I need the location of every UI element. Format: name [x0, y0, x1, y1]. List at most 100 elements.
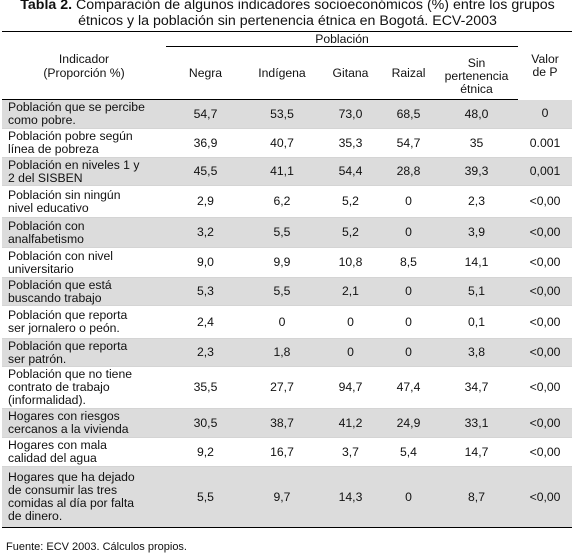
- row-label: Hogares con mala calidad del agua: [2, 437, 166, 467]
- table-cell: 54,4: [319, 157, 382, 186]
- row-label: Hogares que ha dejado de consumir las tre…: [2, 466, 166, 528]
- table-cell: 2,3: [166, 338, 245, 367]
- table-cell: 6,2: [245, 185, 319, 218]
- header-column: Gitana: [319, 46, 382, 100]
- table-body: Población que se percibe como pobre. 54,7 5…: [2, 99, 573, 528]
- table-row: Hogares que ha dejado de consumir las tre…: [2, 466, 573, 528]
- table-cell: 0: [382, 338, 435, 367]
- table-cell: <0,00: [518, 366, 573, 409]
- header-column: Sin pertenencia étnica: [435, 46, 519, 100]
- table-source-note: Fuente: ECV 2003. Cálculos propios.: [6, 541, 187, 553]
- table-row: Población pobre según línea de pobreza 36,…: [2, 128, 573, 158]
- table-row: Población que reporta ser jornalero o peó…: [2, 305, 573, 339]
- header-column: Indígena: [245, 46, 319, 100]
- table-row: Población con nivel universitario 9,0 9,9 10…: [2, 247, 573, 278]
- table-cell: 30,5: [166, 408, 245, 438]
- table-cell: 9,0: [166, 247, 245, 278]
- header-indicator: Indicador (Proporción %): [2, 31, 166, 100]
- table-cell: 14,1: [435, 247, 519, 278]
- table-cell: <0,00: [518, 437, 573, 467]
- table-cell: 0: [319, 338, 382, 367]
- table-cell: 9,7: [245, 466, 319, 528]
- row-label: Población que se percibe como pobre.: [2, 99, 166, 129]
- row-label: Población que está buscando trabajo: [2, 277, 166, 306]
- table-cell: 73,0: [319, 99, 382, 129]
- table-cell: 0,001: [518, 157, 573, 186]
- row-label: Población que reporta ser patrón.: [2, 338, 166, 367]
- row-label: Población que no tiene contrato de trabaj…: [2, 366, 166, 409]
- table-cell: 8,7: [435, 466, 519, 528]
- table-cell: 2,1: [319, 277, 382, 306]
- table-cell: 0: [382, 277, 435, 306]
- table-cell: 3,7: [319, 437, 382, 467]
- table-cell: 8,5: [382, 247, 435, 278]
- table-cell: 9,2: [166, 437, 245, 467]
- table-cell: 14,7: [435, 437, 519, 467]
- table-cell: 2,9: [166, 185, 245, 218]
- table-cell: <0,00: [518, 277, 573, 306]
- table-cell: 36,9: [166, 128, 245, 158]
- header-column: Negra: [166, 46, 245, 100]
- table-cell: 54,7: [382, 128, 435, 158]
- table-cell: 35,5: [166, 366, 245, 409]
- table-container: Indicador (Proporción %) Población Valor d…: [2, 31, 573, 528]
- table-cell: 35: [435, 128, 519, 158]
- table-cell: 5,5: [245, 217, 319, 248]
- table-cell: 28,8: [382, 157, 435, 186]
- table-row: Población que reporta ser patrón. 2,3 1,8 0 0…: [2, 338, 573, 367]
- table-cell: 47,4: [382, 366, 435, 409]
- table-cell: 5,2: [319, 185, 382, 218]
- table-cell: 53,5: [245, 99, 319, 129]
- table-row: Población con analfabetismo 3,2 5,5 5,2 0 3,9 <…: [2, 217, 573, 248]
- table-cell: 24,9: [382, 408, 435, 438]
- table-cell: 16,7: [245, 437, 319, 467]
- table-cell: 34,7: [435, 366, 519, 409]
- table-row: Población que no tiene contrato de trabaj…: [2, 366, 573, 409]
- table-cell: 14,3: [319, 466, 382, 528]
- table-row: Población que está buscando trabajo 5,3 5,5…: [2, 277, 573, 306]
- table-cell: 41,1: [245, 157, 319, 186]
- header-columns-row: Negra Indígena Gitana Raizal Sin pertenencia é…: [2, 46, 572, 100]
- table-cell: 48,0: [435, 99, 519, 129]
- table-cell: 68,5: [382, 99, 435, 129]
- table-cell: 0: [382, 305, 435, 339]
- table-cell: 0: [382, 217, 435, 248]
- row-label: Población pobre según línea de pobreza: [2, 128, 166, 158]
- table-cell: 5,1: [435, 277, 519, 306]
- table-cell: 39,3: [435, 157, 519, 186]
- table-cell: 5,2: [319, 217, 382, 248]
- caption-label: Tabla 2.: [20, 0, 73, 13]
- table-cell: 0: [518, 99, 573, 129]
- table-cell: 2,4: [166, 305, 245, 339]
- table-cell: 3,8: [435, 338, 519, 367]
- table-cell: 9,9: [245, 247, 319, 278]
- caption-text: Comparación de algunos indicadores socio…: [76, 0, 555, 29]
- row-label: Hogares con riesgos cercanos a la viviend…: [2, 408, 166, 438]
- table-cell: 3,9: [435, 217, 519, 248]
- table-cell: <0,00: [518, 305, 573, 339]
- table-cell: 2,3: [435, 185, 519, 218]
- table-cell: 27,7: [245, 366, 319, 409]
- table-cell: 41,2: [319, 408, 382, 438]
- table-cell: 3,2: [166, 217, 245, 248]
- table-cell: <0,00: [518, 185, 573, 218]
- table-cell: 0.001: [518, 128, 573, 158]
- table-row: Población sin ningún nivel educativo 2,9 6,…: [2, 185, 573, 218]
- table-cell: 0,1: [435, 305, 519, 339]
- table-cell: 45,5: [166, 157, 245, 186]
- table-cell: <0,00: [518, 217, 573, 248]
- table-cell: 94,7: [319, 366, 382, 409]
- header-column: Raizal: [382, 46, 435, 100]
- table-cell: 1,8: [245, 338, 319, 367]
- header-group-poblacion: Población: [166, 31, 519, 47]
- table-cell: <0,00: [518, 338, 573, 367]
- table-caption: Tabla 2. Comparación de algunos indicado…: [0, 0, 575, 29]
- table-cell: 5,5: [245, 277, 319, 306]
- table-row: Hogares con mala calidad del agua 9,2 16,7 3…: [2, 437, 573, 467]
- table-cell: 38,7: [245, 408, 319, 438]
- table-row: Población que se percibe como pobre. 54,7 5…: [2, 99, 573, 129]
- table-row: Hogares con riesgos cercanos a la viviend…: [2, 408, 573, 438]
- table-cell: 0: [382, 185, 435, 218]
